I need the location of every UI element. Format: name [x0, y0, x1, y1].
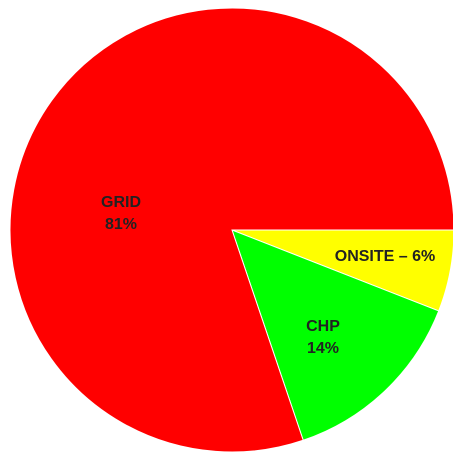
slice-label: ONSITE – 6%	[335, 248, 435, 265]
pie-slice	[231, 229, 440, 441]
slice-value-label: 14%	[307, 340, 339, 357]
slice-label: CHP	[306, 318, 340, 335]
slice-label: GRID	[101, 194, 141, 211]
slice-value-label: 81%	[105, 216, 137, 233]
pie-slice	[9, 7, 453, 452]
